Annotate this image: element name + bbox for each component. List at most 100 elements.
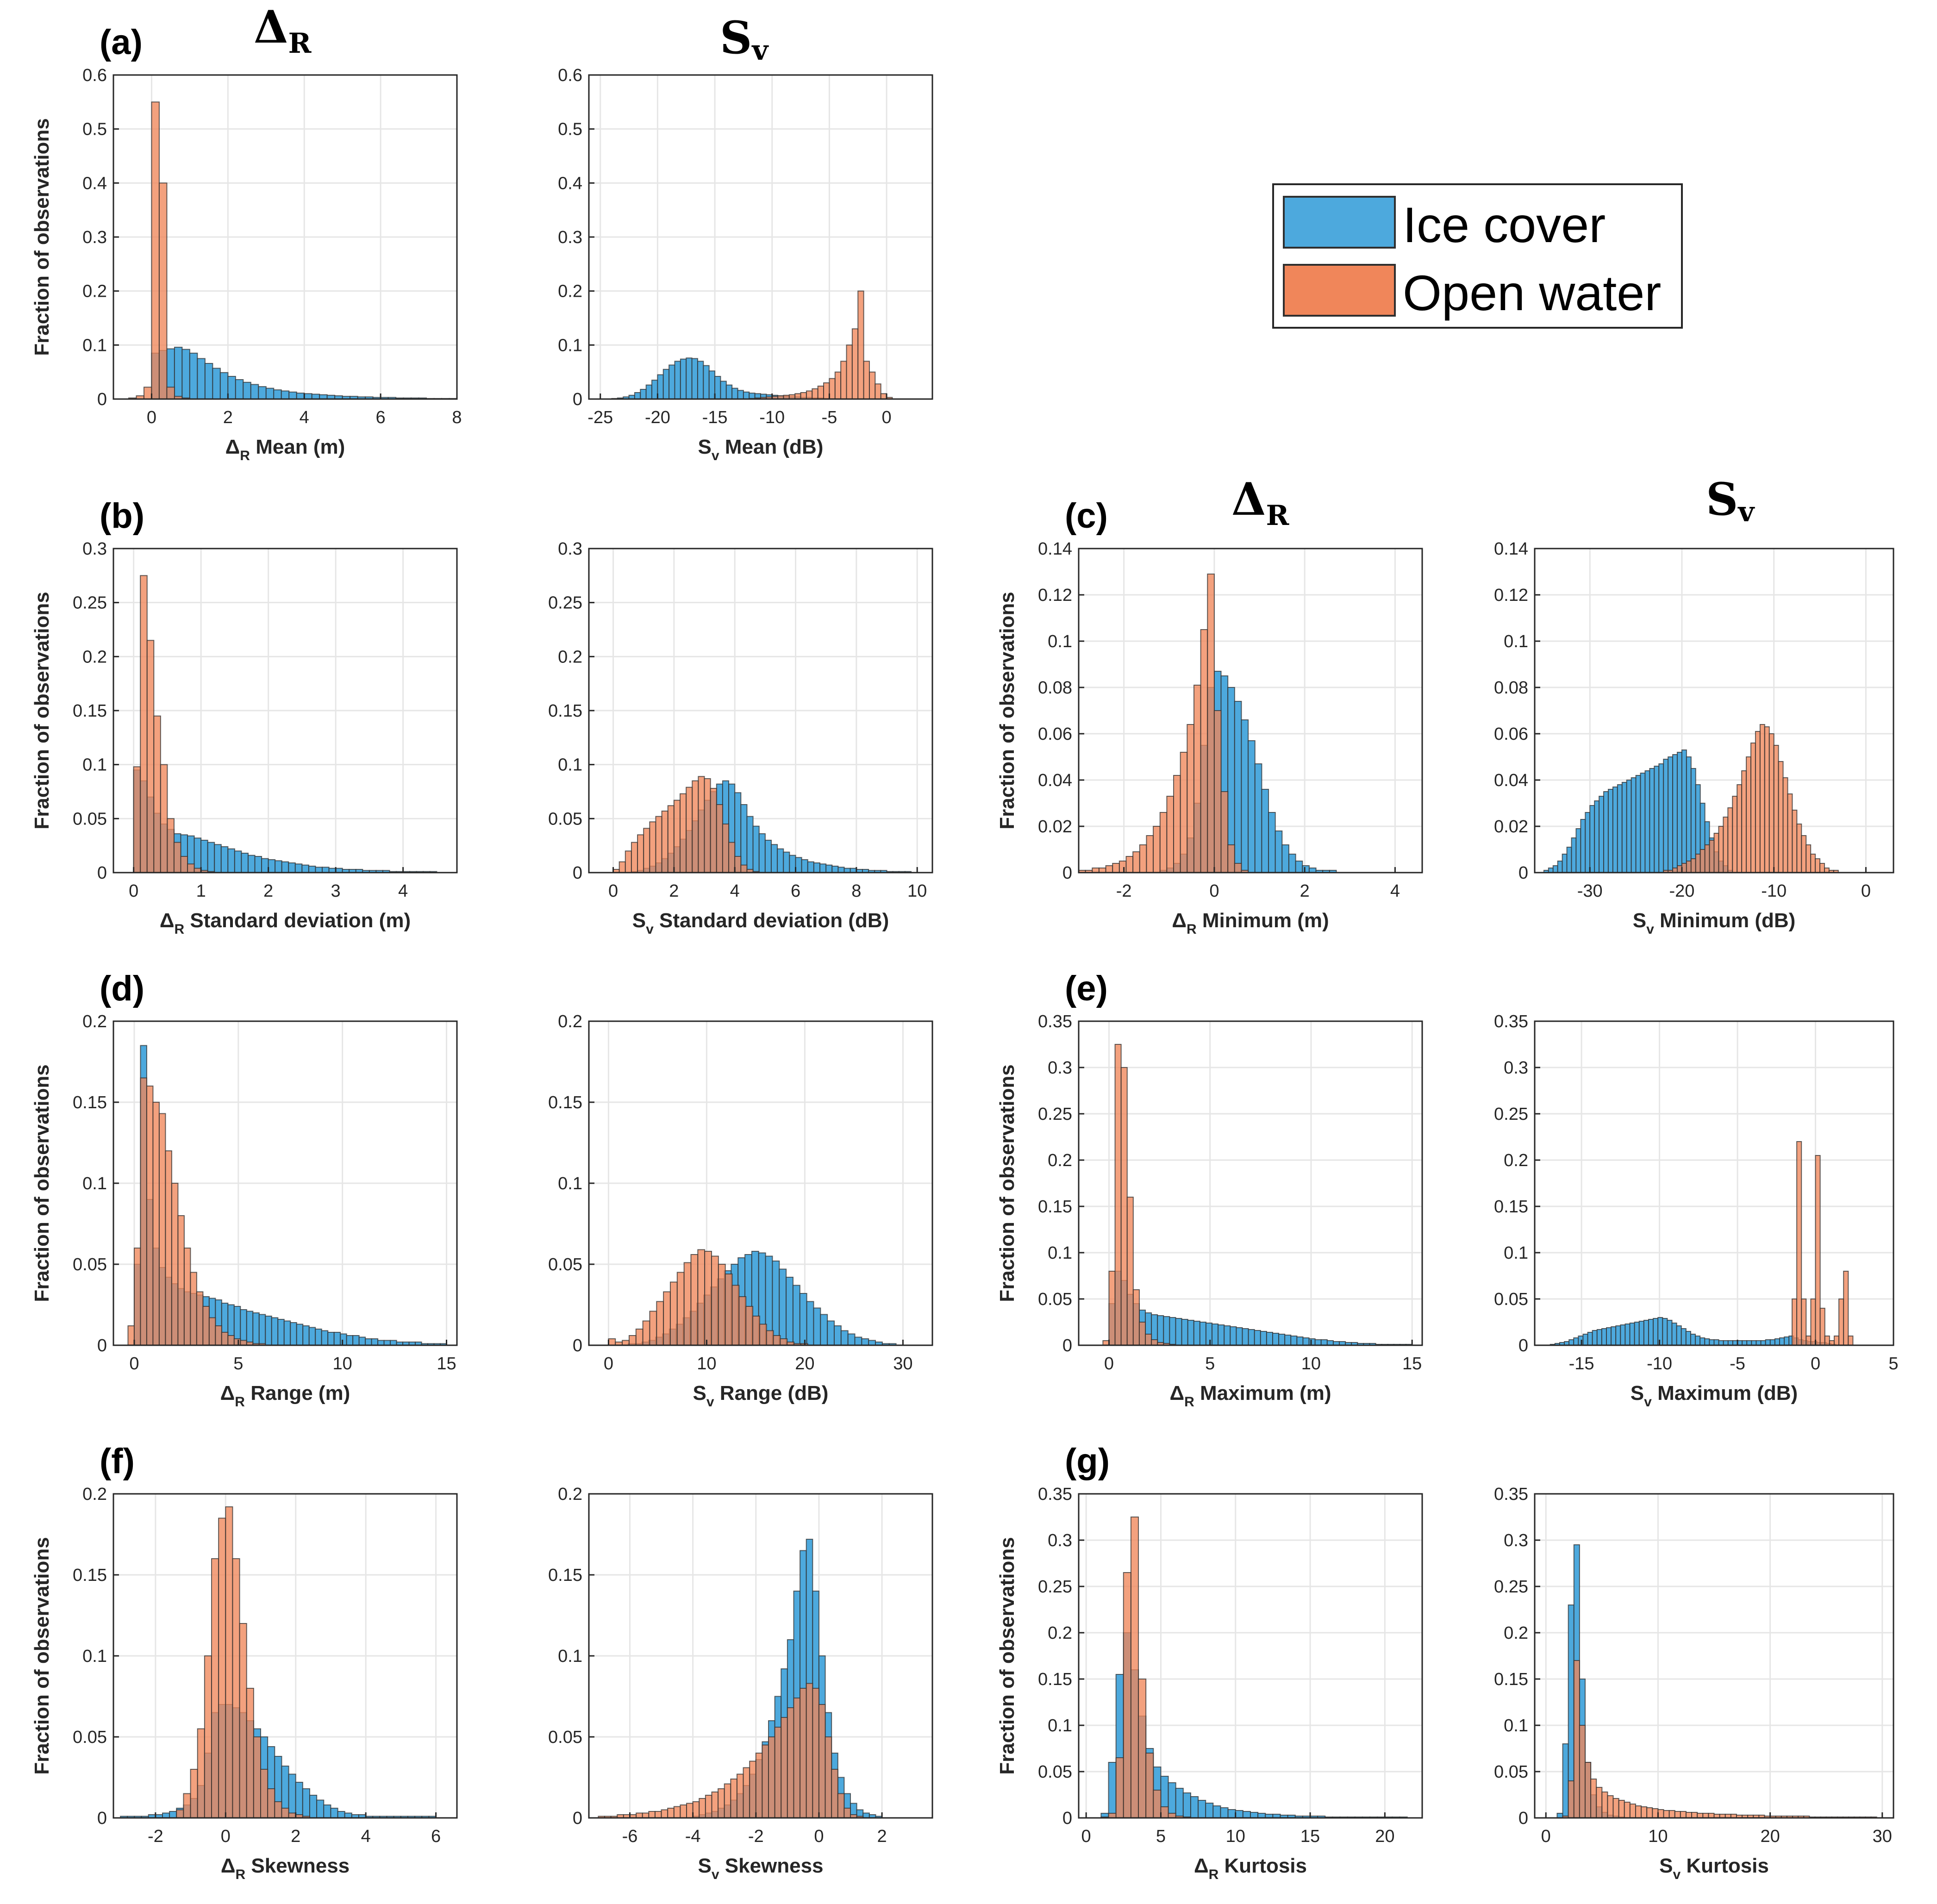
bar: [1123, 1572, 1131, 1818]
x-tick-label: -15: [1569, 1354, 1594, 1373]
x-axis-label-main: S: [632, 909, 646, 932]
bar: [1175, 1318, 1182, 1346]
bar: [746, 816, 754, 873]
header-sv-top: Sv: [720, 12, 769, 67]
bar: [1552, 865, 1558, 873]
bar: [734, 856, 742, 873]
bar: [1768, 733, 1775, 873]
x-axis-label-subscript: R: [235, 1867, 245, 1882]
bar: [1218, 1324, 1225, 1346]
bar: [174, 347, 183, 400]
x-tick-label: 10: [1226, 1827, 1245, 1846]
bar: [1242, 1811, 1251, 1818]
bar: [253, 1736, 261, 1818]
bar: [703, 365, 710, 400]
bar: [738, 1296, 747, 1346]
x-axis-label: ΔR Range (m): [220, 1382, 350, 1410]
bar: [779, 1268, 787, 1346]
y-tick-label: 0: [97, 863, 107, 883]
bar: [196, 1291, 204, 1346]
x-axis-label: Sv Maximum (dB): [1631, 1382, 1798, 1410]
bar: [781, 1717, 788, 1818]
bar: [1690, 858, 1696, 873]
bar: [323, 1804, 331, 1818]
bar: [1819, 1308, 1825, 1346]
x-axis-label-main: S: [698, 436, 712, 458]
bar: [1308, 1338, 1316, 1346]
y-axis-label: Fraction of observations: [31, 1537, 53, 1774]
y-tick-label: 0: [573, 1336, 582, 1355]
bar: [868, 1340, 876, 1346]
x-axis-label-text: Range (dB): [714, 1382, 829, 1405]
bar: [1288, 854, 1296, 873]
bar: [265, 1316, 272, 1346]
bar: [1235, 1810, 1243, 1818]
bar: [1190, 1796, 1199, 1818]
y-tick-label: 0: [1062, 863, 1072, 883]
bar: [787, 1707, 794, 1818]
x-tick-label: 0: [814, 1827, 824, 1846]
bar: [662, 368, 670, 400]
x-axis-label-text: Maximum (dB): [1652, 1382, 1798, 1405]
x-axis-label-subscript: R: [175, 922, 185, 937]
bar: [654, 1811, 662, 1818]
bar: [1234, 701, 1242, 873]
bar: [806, 1683, 813, 1818]
bar: [227, 376, 236, 400]
bar: [847, 1333, 856, 1346]
bar: [1578, 1336, 1584, 1346]
panel-label: (c): [1065, 496, 1108, 536]
bar: [1125, 856, 1134, 873]
x-tick-label: 0: [129, 881, 138, 901]
x-tick-label: 2: [263, 881, 273, 901]
bar: [1200, 629, 1208, 873]
chart-c-sv: -30 -20 -10 0 0 0.02 0.04 0.06 0.08 0.1 0.12 0.14 Sv…: [1494, 539, 1894, 937]
x-tick-label: 6: [431, 1827, 441, 1846]
bar: [1796, 1141, 1802, 1346]
chart-a-dr: 0 2 4 6 8 0 0.1 0.2 0.3 0.4 0.5 0.6 ΔR Mean (m) Fract…: [31, 23, 462, 463]
bar: [1631, 777, 1637, 873]
series-ice: [1543, 749, 1733, 873]
bar: [1778, 761, 1784, 873]
panel-label: (b): [100, 496, 144, 536]
x-tick-label: 0: [147, 408, 156, 427]
bar: [1635, 775, 1641, 873]
bar: [1241, 719, 1249, 873]
bar: [1582, 1334, 1588, 1346]
bar: [281, 861, 289, 873]
bar: [711, 1255, 719, 1346]
bar: [708, 370, 716, 400]
x-tick-label: 4: [730, 881, 740, 901]
bar: [202, 1306, 210, 1346]
x-axis-label-text: Mean (dB): [719, 436, 824, 458]
bar: [731, 387, 738, 400]
bar: [322, 867, 330, 874]
bar: [1671, 1323, 1677, 1346]
bar: [857, 290, 864, 400]
bar: [1166, 796, 1175, 873]
bar: [794, 393, 801, 400]
x-tick-label: 30: [1873, 1827, 1892, 1846]
bar: [1727, 807, 1733, 873]
y-tick-label: 0.1: [558, 1174, 582, 1193]
bar: [143, 387, 152, 400]
x-tick-label: 0: [604, 1354, 613, 1373]
bar: [1646, 1807, 1653, 1818]
y-axis-label: Fraction of observations: [996, 1064, 1018, 1302]
bar: [1764, 726, 1770, 873]
bar: [1145, 1334, 1152, 1346]
bar: [288, 391, 297, 400]
bar: [1680, 1811, 1687, 1818]
y-tick-label: 0.3: [558, 539, 582, 559]
bar: [133, 766, 141, 874]
y-tick-label: 0.05: [1038, 1762, 1072, 1782]
bar: [290, 1322, 297, 1346]
bar: [1224, 1325, 1231, 1346]
bar: [1629, 1804, 1636, 1818]
bar: [1568, 1780, 1575, 1818]
x-axis-label-text: Minimum (m): [1197, 909, 1329, 932]
bar: [1629, 1323, 1635, 1346]
bar: [1634, 1322, 1640, 1346]
x-tick-label: 20: [1760, 1827, 1780, 1846]
x-tick-label: 0: [881, 408, 891, 427]
